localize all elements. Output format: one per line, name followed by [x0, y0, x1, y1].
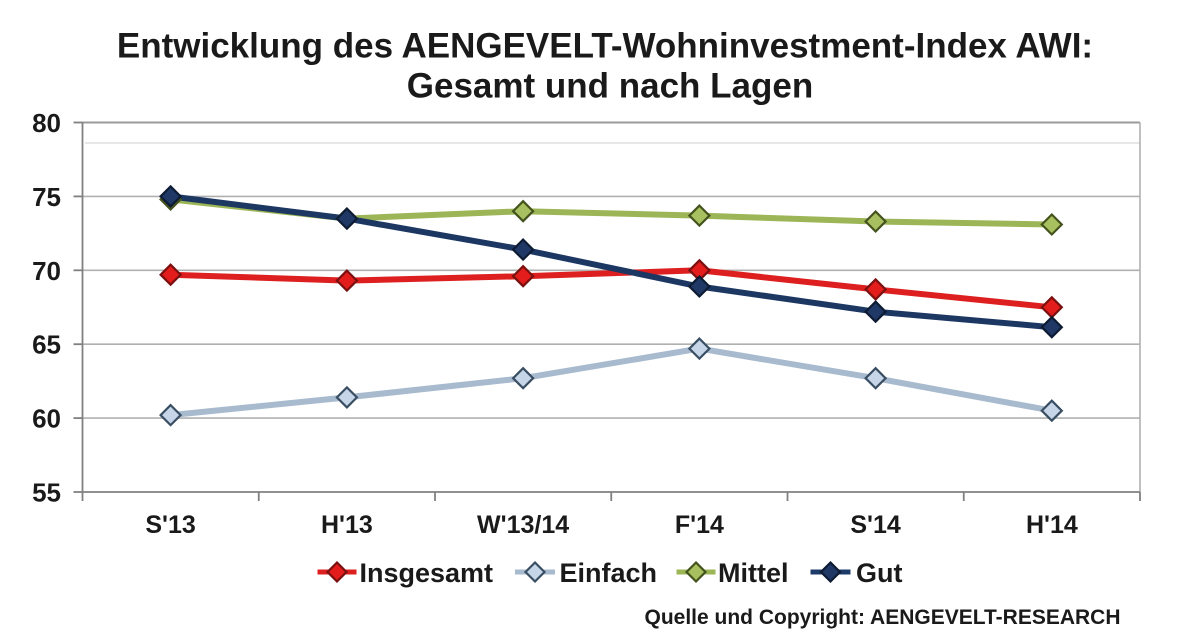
svg-text:70: 70 [32, 256, 61, 286]
svg-text:Einfach: Einfach [560, 558, 658, 588]
svg-text:80: 80 [32, 108, 61, 138]
svg-text:55: 55 [32, 478, 61, 508]
svg-text:F'14: F'14 [675, 511, 724, 539]
svg-text:60: 60 [32, 404, 61, 434]
svg-text:Gut: Gut [856, 558, 903, 588]
svg-text:S'13: S'13 [145, 511, 195, 539]
svg-text:Entwicklung des AENGEVELT-Wohn: Entwicklung des AENGEVELT-Wohninvestment… [117, 27, 1093, 66]
svg-text:Mittel: Mittel [718, 558, 789, 588]
svg-text:Quelle und Copyright: AENGEVEL: Quelle und Copyright: AENGEVELT-RESEARCH [644, 606, 1120, 629]
svg-text:S'14: S'14 [850, 511, 901, 539]
svg-text:Gesamt und nach Lagen: Gesamt und nach Lagen [407, 67, 813, 106]
svg-text:H'14: H'14 [1026, 511, 1078, 539]
svg-text:W'13/14: W'13/14 [477, 511, 569, 539]
svg-text:75: 75 [32, 182, 61, 212]
svg-text:65: 65 [32, 330, 61, 360]
svg-text:Insgesamt: Insgesamt [360, 558, 494, 588]
svg-text:H'13: H'13 [321, 511, 373, 539]
